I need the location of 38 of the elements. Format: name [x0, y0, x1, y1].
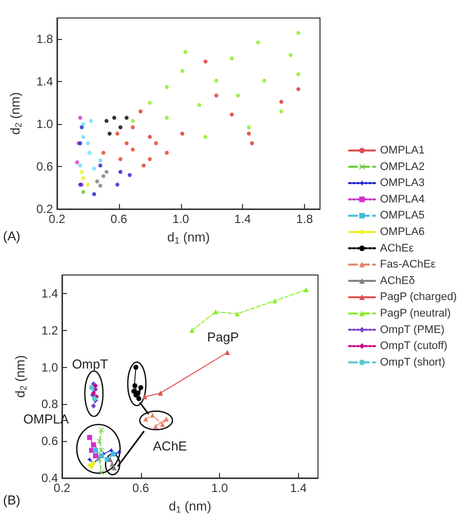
legend-label: AChEδ: [380, 274, 415, 287]
y-tick-label: 0.6: [41, 434, 58, 448]
y-tick-label: 1.8: [36, 32, 54, 46]
annotation: PagP: [207, 330, 239, 344]
legend-label: OMPLA4: [380, 193, 425, 206]
y-tick-label: 0.2: [36, 202, 54, 216]
x-tick-label: 0.6: [132, 481, 150, 495]
legend-label: PagP (charged): [380, 291, 457, 304]
legend-label: OMPLA5: [380, 210, 425, 222]
y-axis-title: d2 (nm): [12, 355, 28, 398]
legend-label: OmpT (short): [380, 356, 446, 368]
legend-label: OmpT (cutoff): [380, 340, 448, 352]
legend-label: PagP (neutral): [380, 308, 451, 320]
x-tick-label: 1.4: [234, 212, 252, 226]
legend-label: OmpT (PME): [380, 324, 445, 336]
x-tick-label: 1.8: [296, 212, 314, 226]
y-axis-title: d2 (nm): [8, 92, 24, 135]
annotation: OmpT: [72, 356, 108, 372]
text: (B): [3, 492, 20, 508]
legend-label: OMPLA3: [380, 177, 425, 190]
legend-label: OMPLA6: [380, 226, 425, 238]
y-tick-label: 1.0: [41, 360, 58, 374]
x-tick-label: 1.0: [211, 481, 228, 495]
y-tick-label: 1.0: [36, 117, 54, 132]
annotation: AChE: [153, 438, 188, 454]
y-tick-label: 1.4: [36, 74, 54, 89]
legend-label: OMPLA1: [380, 144, 425, 156]
x-tick-label: 0.6: [110, 212, 128, 226]
x-tick-label: 1.0: [172, 212, 190, 226]
legend-label: OMPLA2: [380, 160, 425, 173]
y-tick-label: 0.8: [41, 397, 58, 412]
legend-label: Fas-AChEε: [380, 258, 436, 271]
y-tick-label: 1.2: [41, 323, 58, 338]
y-tick-label: 0.6: [36, 160, 54, 174]
legend-label: AChEε: [380, 242, 414, 254]
y-tick-label: 1.4: [41, 286, 58, 300]
text: (A): [3, 228, 20, 244]
x-tick-label: 1.4: [290, 481, 307, 495]
